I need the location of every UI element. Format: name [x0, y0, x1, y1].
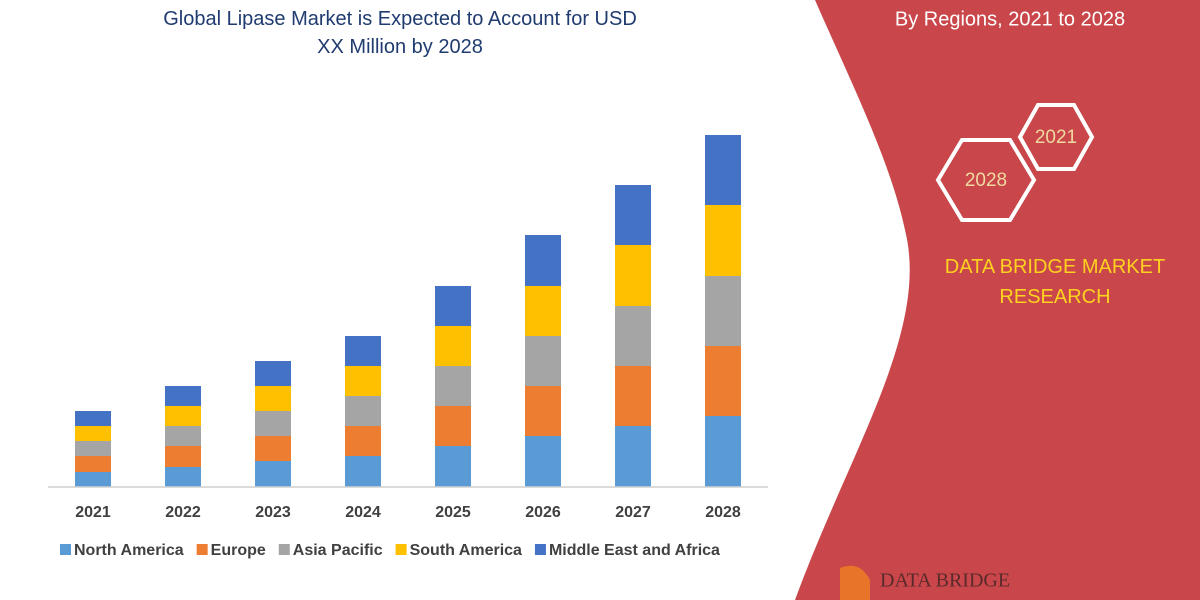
bar-segment	[525, 286, 561, 336]
bar-segment	[435, 446, 471, 487]
hexagon	[1017, 103, 1095, 171]
bar-segment	[615, 426, 651, 487]
bar-segment	[345, 456, 381, 487]
legend-swatch	[278, 544, 290, 555]
bar-segment	[615, 185, 651, 245]
bar-segment	[255, 436, 291, 461]
bar-segment	[435, 286, 471, 326]
bar-segment	[705, 205, 741, 276]
x-tick-label: 2022	[165, 504, 201, 521]
x-tick-label: 2021	[75, 504, 111, 521]
bar-segment	[705, 135, 741, 205]
brand-box: DATA BRIDGE MARKET RESEARCH	[944, 256, 1166, 308]
logo-text: DATA BRIDGE	[880, 570, 1010, 592]
bar-segment	[615, 245, 651, 306]
chart-title: Global Lipase Market is Expected to Acco…	[163, 8, 637, 58]
brand: DATA BRIDGE MARKET RESEARCH	[944, 256, 1166, 308]
hexagon-label: 2028	[965, 170, 1007, 191]
bar-segment	[165, 426, 201, 446]
bar-segment	[345, 396, 381, 426]
x-tick-label: 2024	[345, 504, 381, 521]
bar-segment	[345, 426, 381, 456]
hexagon	[935, 138, 1037, 222]
side-subtitle: By Regions, 2021 to 2028	[895, 8, 1125, 30]
legend-swatch	[60, 544, 71, 555]
legend-label: South America	[410, 542, 522, 559]
legend-swatch	[395, 544, 407, 555]
bar-segment	[75, 472, 111, 487]
bar-segment	[75, 426, 111, 441]
bar-segment	[525, 386, 561, 436]
side-panel-bg	[795, 0, 1200, 600]
legend-label: Asia Pacific	[293, 542, 383, 559]
bar-segment	[75, 441, 111, 456]
hexagon-label: 2021	[1035, 127, 1077, 148]
bar-segment	[435, 326, 471, 366]
logo-mark	[840, 565, 870, 600]
bar-segment	[165, 406, 201, 426]
bar-segment	[435, 406, 471, 446]
plot: 2021 2022 2023 2024 2025 2026 2027 2028 North Am…	[48, 135, 768, 559]
bar-segment	[255, 461, 291, 487]
bar-segment	[255, 411, 291, 436]
bar-segment	[525, 235, 561, 286]
bar-segment	[705, 346, 741, 416]
legend-swatch	[196, 544, 208, 555]
bar-segment	[75, 411, 111, 426]
bar-segment	[165, 386, 201, 406]
bar-segment	[705, 276, 741, 346]
bar-segment	[525, 336, 561, 386]
bar-segment	[165, 467, 201, 487]
bar-segment	[435, 366, 471, 406]
bar-segment	[255, 386, 291, 411]
bar-segment	[615, 366, 651, 426]
x-tick-label: 2023	[255, 504, 291, 521]
x-tick-label: 2027	[615, 504, 651, 521]
bar-segment	[75, 456, 111, 472]
bar-segment	[525, 436, 561, 487]
bar-segment	[255, 361, 291, 386]
legend-label: Europe	[211, 542, 266, 559]
bar-segment	[345, 336, 381, 366]
x-tick-label: 2028	[705, 504, 741, 521]
legend-label: North America	[74, 542, 184, 559]
bar-segment	[705, 416, 741, 487]
legend-label: Middle East and Africa	[549, 542, 720, 559]
bar-segment	[345, 366, 381, 396]
legend-swatch	[534, 544, 546, 555]
title-box: Global Lipase Market is Expected to Acco…	[163, 8, 637, 58]
bar-segment	[615, 306, 651, 366]
x-tick-label: 2026	[525, 504, 561, 521]
x-tick-label: 2025	[435, 504, 471, 521]
bar-segment	[165, 446, 201, 467]
